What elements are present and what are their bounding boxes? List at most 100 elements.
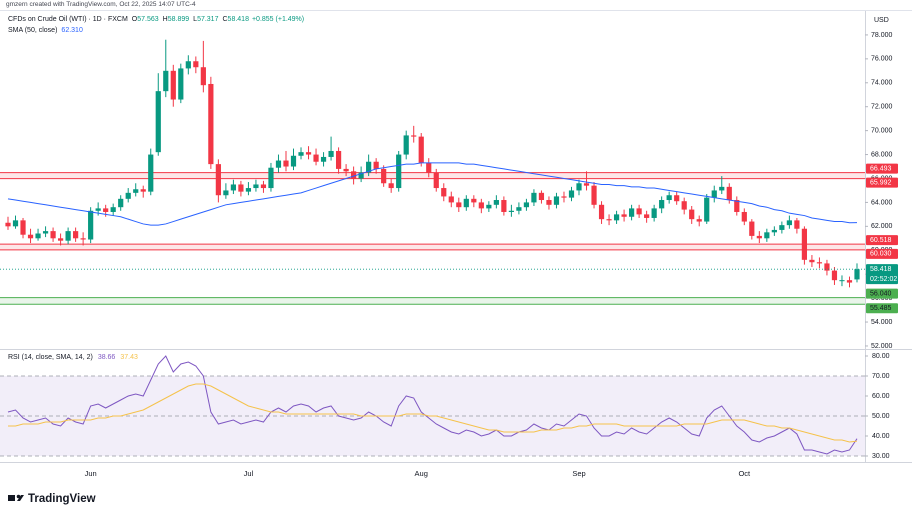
candle-body [358,172,364,179]
sma-line [7,162,858,226]
zone-tag-label: 65.992 [870,179,892,186]
candle-body [734,200,740,212]
candle-body [846,280,853,283]
candle-body [568,190,575,198]
candle-body [764,232,770,239]
candle-body [636,208,642,215]
candle-body [268,167,274,189]
y-tick-label: 80.00 [872,353,890,360]
candle-body [57,238,64,241]
candle-body [103,208,109,212]
candle-body [711,190,717,198]
candle-body [816,262,823,264]
legend-value: 58.418 [228,16,250,23]
candle-body [538,192,545,201]
candle-body [403,135,409,155]
candle-body [553,196,560,205]
legend-value: 37.43 [120,354,138,361]
candle-body [523,202,530,208]
candle-body [546,200,552,205]
candle-body [771,229,777,233]
zone-tag-label: 60.030 [870,251,892,258]
legend: RSI (14, close, SMA, 14, 2) 38.66 37.43 [8,354,138,361]
legend-value: 57.563 [137,16,159,23]
candle-body [185,61,191,69]
legend-value: 62.310 [61,27,83,34]
zone-tag [866,235,898,246]
zone [0,244,865,250]
candle-body [756,235,762,239]
candle-body [854,269,860,280]
legend-letter: H [163,16,168,23]
candle-body [12,220,19,227]
candle-body [613,214,620,221]
candle-body [651,208,657,218]
candle-body [583,183,590,186]
candle-body [418,136,424,163]
candle-body [463,198,469,208]
legend-name: SMA (50, close) [8,27,57,34]
candle-body [215,164,221,196]
price-tag-label: 58.418 [870,266,892,273]
candle-body [328,150,334,157]
y-tick-label: 62.000 [871,223,893,230]
y-tick-label: 60.00 [872,393,890,400]
candle-body [133,189,139,193]
candle-body [809,259,815,263]
candle-body [531,192,537,203]
candle-body [5,222,11,227]
y-tick-label: 54.000 [871,319,893,326]
candle-body [824,263,830,271]
zone-tag [866,163,898,174]
zone-tag [866,303,898,314]
candle-body [831,270,838,281]
candle-body [65,231,71,241]
candle-body [471,198,477,203]
candle-body [486,204,492,209]
y-tick-label: 72.000 [871,104,893,111]
x-tick-label: Jun [85,469,97,478]
x-tick-label: Sep [572,469,585,478]
candle-body [493,200,499,205]
candle-body [396,154,402,189]
candle-body [73,231,79,239]
candle-body [674,195,680,202]
legend: SMA (50, close) 62.310 [8,27,83,34]
legend-value: 38.66 [98,354,116,361]
candle-body [388,183,394,189]
candle-body [27,234,34,239]
candle-body [606,219,612,221]
attribution: gmzern created with TradingView.com, Oct… [6,1,196,8]
candle-body [411,135,417,137]
candle-body [366,161,372,173]
candle-body [148,154,154,192]
candle-body [110,207,116,212]
candle-body [230,184,236,191]
candle-body [456,202,462,208]
y-tick-label: 76.000 [871,56,893,63]
y-tick-label: 74.000 [871,80,893,87]
y-tick-label: 52.000 [871,343,893,350]
zone-tag-label: 55.485 [870,305,892,312]
currency: USD [874,17,889,24]
x-tick-label: Jul [244,469,254,478]
y-tick-label: 64.000 [871,199,893,206]
candle-body [591,185,597,205]
candle-body [576,183,582,191]
candle-body [290,155,297,167]
candle-body [666,195,672,201]
candle-body [351,171,357,179]
candle-body [178,68,184,100]
countdown: 02:52:02 [870,276,897,283]
legend-value: 58.899 [168,16,190,23]
zone [0,172,865,179]
candle-body [208,83,214,165]
candle-body [260,184,267,189]
candle-body [644,214,650,218]
legend-value: 57.317 [197,16,219,23]
candle-body [313,154,319,162]
legend-letter: L [193,16,197,23]
legend-title: CFDs on Crude Oil (WTI) · 1D · FXCM [8,16,128,23]
y-tick-label: 78.000 [871,32,893,39]
legend-letter: C [222,16,227,23]
